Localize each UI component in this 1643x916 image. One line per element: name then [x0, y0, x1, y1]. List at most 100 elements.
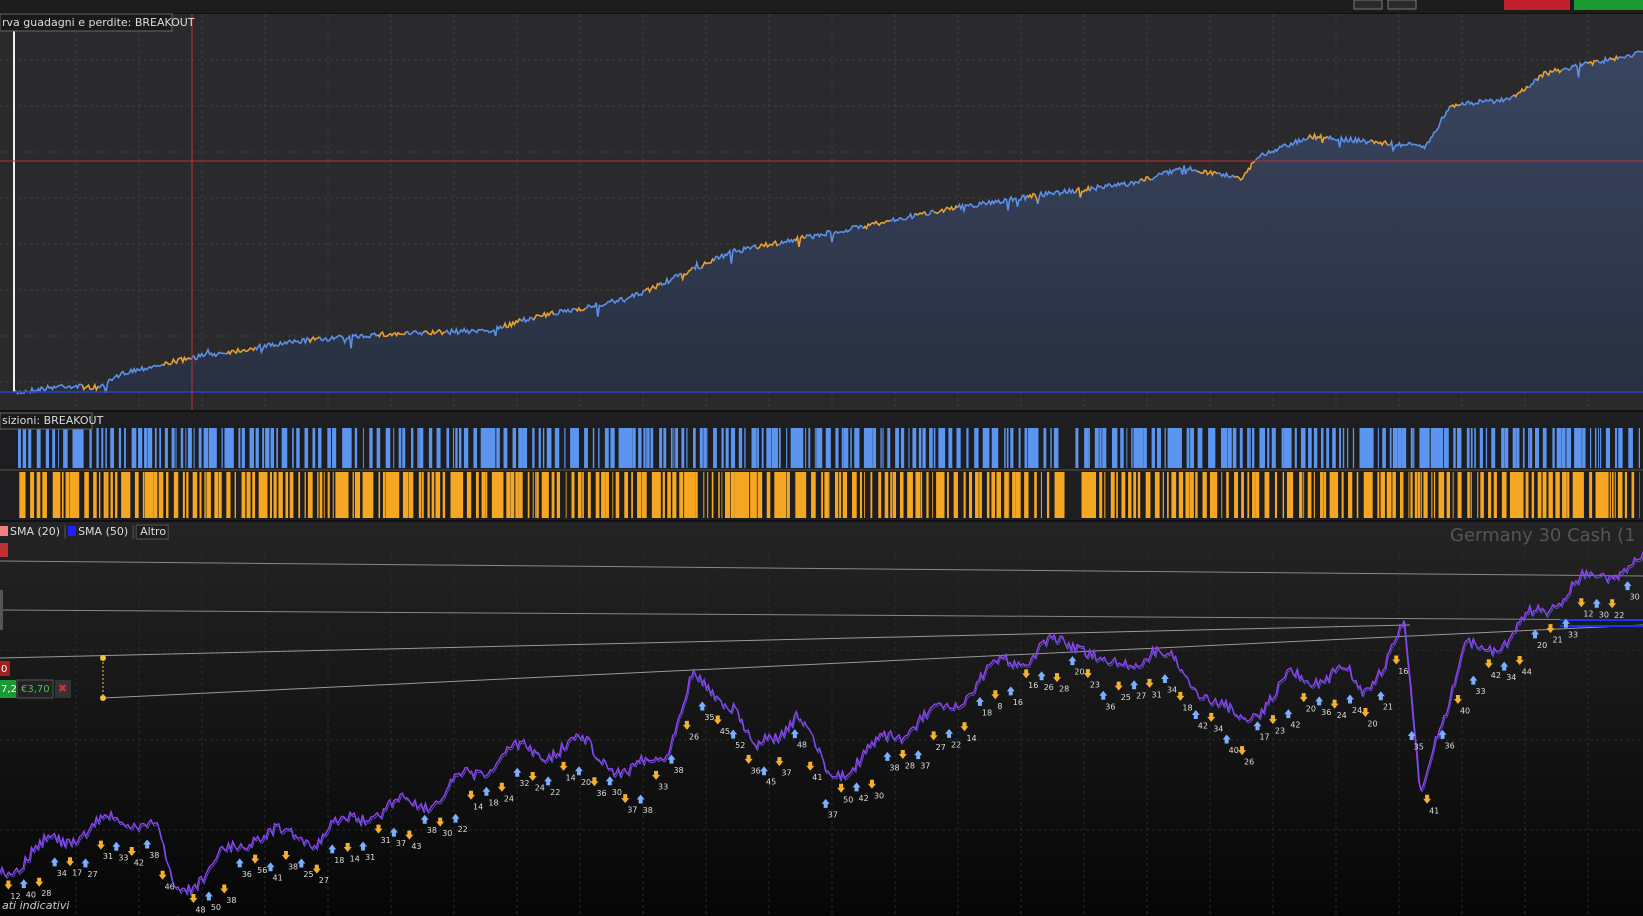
- trade-arrow: [1083, 669, 1092, 679]
- position-bar: [805, 428, 807, 468]
- trade-label: 37: [396, 839, 406, 848]
- trade-arrow: [1531, 629, 1540, 639]
- equity-line: [1074, 184, 1091, 198]
- sell-button[interactable]: [1504, 0, 1570, 10]
- position-bar: [402, 428, 406, 468]
- equity-line: [1528, 77, 1539, 89]
- more-label[interactable]: Altro: [140, 525, 166, 538]
- position-bar: [1137, 472, 1141, 518]
- trade-label: 40: [1229, 746, 1239, 755]
- trade-label: 28: [1059, 685, 1069, 694]
- position-bar: [1631, 472, 1635, 518]
- position-bar: [1594, 428, 1597, 468]
- order-handle[interactable]: [100, 695, 106, 701]
- position-bar: [725, 428, 729, 468]
- equity-line: [307, 336, 321, 344]
- position-bar: [431, 472, 435, 518]
- position-bar: [532, 472, 534, 518]
- position-bar: [592, 428, 595, 468]
- position-bar: [1401, 428, 1407, 468]
- position-bar: [1299, 472, 1303, 518]
- position-bar: [28, 428, 32, 468]
- close-order[interactable]: [55, 680, 71, 698]
- trade-arrow: [1037, 671, 1046, 681]
- position-bar: [1509, 472, 1524, 518]
- trade-arrow: [1006, 686, 1015, 696]
- trade-arrow: [867, 779, 876, 789]
- close-icon[interactable]: ✖: [58, 682, 67, 695]
- trade-arrow: [467, 790, 476, 800]
- trade-arrow: [528, 772, 537, 782]
- position-bar: [922, 428, 926, 468]
- trade-arrow: [1130, 680, 1139, 690]
- position-bar: [1162, 472, 1164, 518]
- equity-line: [713, 243, 758, 264]
- position-bar: [276, 428, 278, 468]
- button[interactable]: [1353, 0, 1383, 10]
- position-bar: [662, 472, 665, 518]
- position-bar: [84, 472, 89, 518]
- position-bar: [45, 428, 49, 468]
- position-bar: [681, 428, 685, 468]
- trade-arrow: [729, 729, 738, 739]
- position-bar: [1267, 428, 1270, 468]
- position-bar: [1638, 428, 1640, 468]
- position-bar: [1477, 472, 1479, 518]
- trade-arrow: [266, 862, 275, 872]
- buy-button[interactable]: [1574, 0, 1643, 10]
- position-bar: [393, 428, 395, 468]
- position-bar: [421, 472, 424, 518]
- position-bar: [642, 472, 647, 518]
- position-bar: [106, 472, 109, 518]
- position-bar: [269, 472, 273, 518]
- trade-label: 41: [1429, 806, 1439, 815]
- position-bar: [1552, 428, 1555, 468]
- button[interactable]: [1387, 0, 1417, 10]
- legend-entry: SMA (50): [78, 525, 128, 538]
- position-bar: [121, 472, 131, 518]
- position-bar: [766, 472, 771, 518]
- position-bar: [938, 428, 946, 468]
- trade-label: 34: [1506, 673, 1516, 682]
- position-bar: [159, 428, 162, 468]
- trade-label: 38: [673, 766, 683, 775]
- position-bar: [1485, 428, 1488, 468]
- more-button[interactable]: [135, 524, 169, 540]
- position-bar: [1572, 472, 1584, 518]
- position-bar: [65, 472, 70, 518]
- equity-line: [1449, 103, 1461, 109]
- position-bar: [1110, 472, 1115, 518]
- position-bar: [900, 428, 905, 468]
- position-bar: [1300, 428, 1306, 468]
- position-bar: [138, 428, 143, 468]
- position-bar: [1004, 428, 1006, 468]
- trade-arrow: [35, 877, 44, 887]
- trade-arrow: [297, 858, 306, 868]
- position-bar: [1197, 428, 1203, 468]
- handle[interactable]: [0, 590, 3, 630]
- price-line: [0, 555, 1643, 898]
- position-bar: [1190, 428, 1194, 468]
- trade-arrow: [621, 794, 630, 804]
- position-bar: [110, 472, 113, 518]
- position-bar: [1185, 472, 1190, 518]
- close-button[interactable]: [0, 543, 8, 557]
- order-handle[interactable]: [100, 655, 106, 661]
- position-bar: [134, 472, 139, 518]
- position-bar: [270, 428, 275, 468]
- position-bar: [327, 428, 331, 468]
- position-bar: [69, 472, 80, 518]
- trade-label: 30: [1630, 593, 1640, 602]
- position-bar: [1208, 428, 1216, 468]
- position-bar: [1609, 472, 1611, 518]
- trade-label: 40: [26, 891, 36, 900]
- position-bar: [410, 428, 414, 468]
- trade-arrow: [1484, 659, 1493, 669]
- position-bar: [105, 428, 107, 468]
- position-bar: [1535, 428, 1540, 468]
- position-bar: [713, 428, 717, 468]
- position-bar: [647, 428, 650, 468]
- equity-area: [14, 51, 1643, 394]
- trade-label: 18: [982, 708, 992, 717]
- trade-label: 46: [165, 882, 175, 891]
